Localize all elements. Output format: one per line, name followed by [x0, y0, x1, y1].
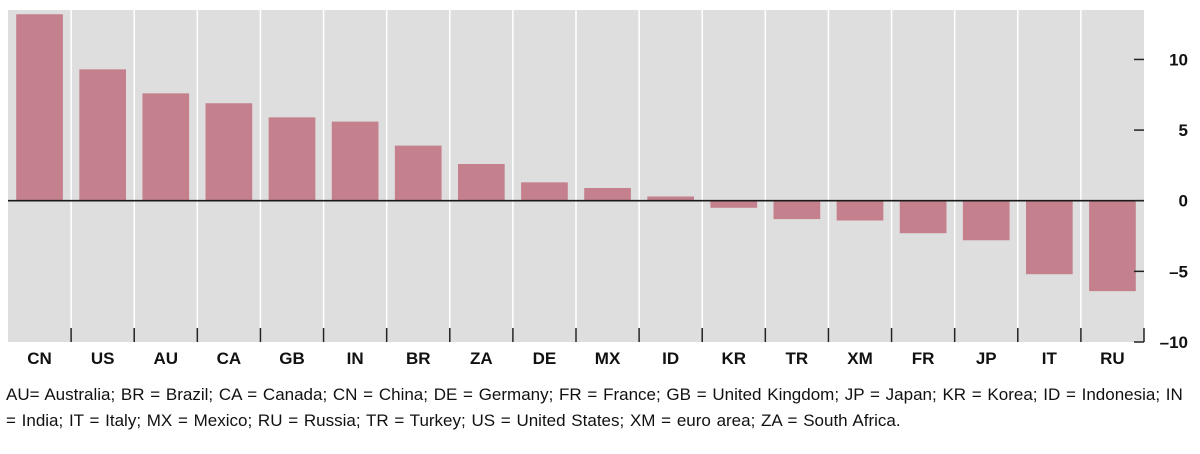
x-axis-ticks	[70, 328, 1145, 342]
x-tick-label: AU	[153, 349, 178, 368]
x-tick-label: IN	[347, 349, 364, 368]
x-tick-label: XM	[847, 349, 873, 368]
x-tick-label: JP	[976, 349, 997, 368]
x-tick-label: RU	[1100, 349, 1125, 368]
country-code-footnote: AU= Australia; BR = Brazil; CA = Canada;…	[6, 385, 1183, 430]
bar-ca	[205, 103, 253, 201]
bar-gb	[268, 117, 316, 201]
x-tick-label: CA	[217, 349, 242, 368]
bar-in	[331, 121, 379, 201]
x-tick-label: KR	[721, 349, 746, 368]
x-tick-label: IT	[1042, 349, 1058, 368]
x-tick-label: ID	[662, 349, 679, 368]
x-tick-label: FR	[912, 349, 935, 368]
x-tick-label: BR	[406, 349, 431, 368]
bar-ru	[1089, 200, 1136, 292]
y-tick-label: 0	[1179, 192, 1188, 211]
y-axis-labels: 10 5 0 –5 –10	[1160, 50, 1188, 352]
x-tick-label: MX	[595, 349, 621, 368]
x-tick-label: GB	[279, 349, 305, 368]
y-tick-label: 5	[1179, 121, 1188, 140]
bar-xm	[836, 200, 884, 221]
category-dividers	[70, 10, 1082, 342]
bar-jp	[962, 200, 1010, 241]
x-tick-label: CN	[27, 349, 52, 368]
x-tick-label: US	[91, 349, 115, 368]
x-tick-label: TR	[786, 349, 809, 368]
y-tick-label: –10	[1160, 333, 1188, 352]
y-axis-ticks	[1134, 58, 1144, 343]
bar-za	[457, 163, 505, 201]
bar-id	[647, 196, 695, 201]
bar-chart: CN US AU CA GB IN BR ZA DE MX ID KR TR XM FR JP IT RU 10 5…	[8, 10, 1188, 368]
bar-kr	[710, 200, 758, 208]
bar-series	[16, 14, 1136, 292]
x-tick-label: ZA	[470, 349, 493, 368]
bar-mx	[584, 188, 631, 201]
bar-us	[79, 69, 127, 201]
y-tick-label: 10	[1169, 50, 1188, 69]
bar-br	[394, 145, 442, 201]
x-axis-labels: CN US AU CA GB IN BR ZA DE MX ID KR TR XM FR JP IT RU	[27, 349, 1124, 368]
bar-tr	[773, 200, 821, 220]
bar-fr	[899, 200, 947, 234]
x-tick-label: DE	[533, 349, 557, 368]
bar-cn	[16, 14, 63, 201]
bar-it	[1025, 200, 1073, 275]
bar-de	[521, 182, 568, 201]
y-tick-label: –5	[1169, 262, 1188, 281]
bar-au	[142, 93, 190, 201]
